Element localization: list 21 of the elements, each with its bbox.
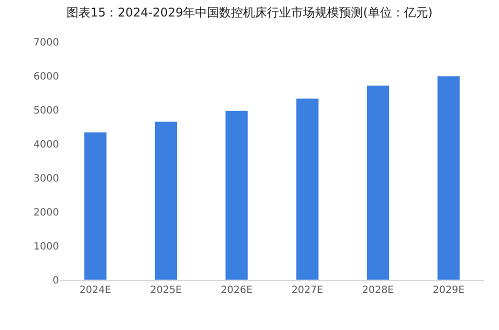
- y-tick-label: 1000: [34, 242, 59, 252]
- x-tick-label: 2028E: [362, 285, 394, 296]
- bar: [296, 98, 319, 280]
- y-tick-label: 3000: [34, 174, 59, 184]
- y-tick-label: 5000: [34, 106, 59, 116]
- x-tick-label: 2024E: [79, 285, 112, 296]
- bar: [437, 76, 460, 280]
- x-tick-label: 2027E: [291, 285, 324, 296]
- chart-title: 图表15：2024-2029年中国数控机床行业市场规模预测(单位：亿元): [66, 6, 433, 20]
- y-tick-label: 0: [52, 276, 59, 286]
- y-tick-label: 7000: [34, 38, 59, 48]
- x-tick-label: 2026E: [220, 285, 253, 296]
- bar: [366, 85, 390, 280]
- bar: [225, 110, 248, 280]
- x-tick-label: 2029E: [432, 285, 465, 296]
- y-tick-label: 6000: [34, 72, 59, 82]
- y-tick-label: 4000: [34, 140, 59, 150]
- bar: [84, 132, 107, 280]
- x-tick-label: 2025E: [150, 285, 182, 296]
- y-tick-label: 2000: [34, 208, 59, 218]
- bar: [154, 121, 178, 280]
